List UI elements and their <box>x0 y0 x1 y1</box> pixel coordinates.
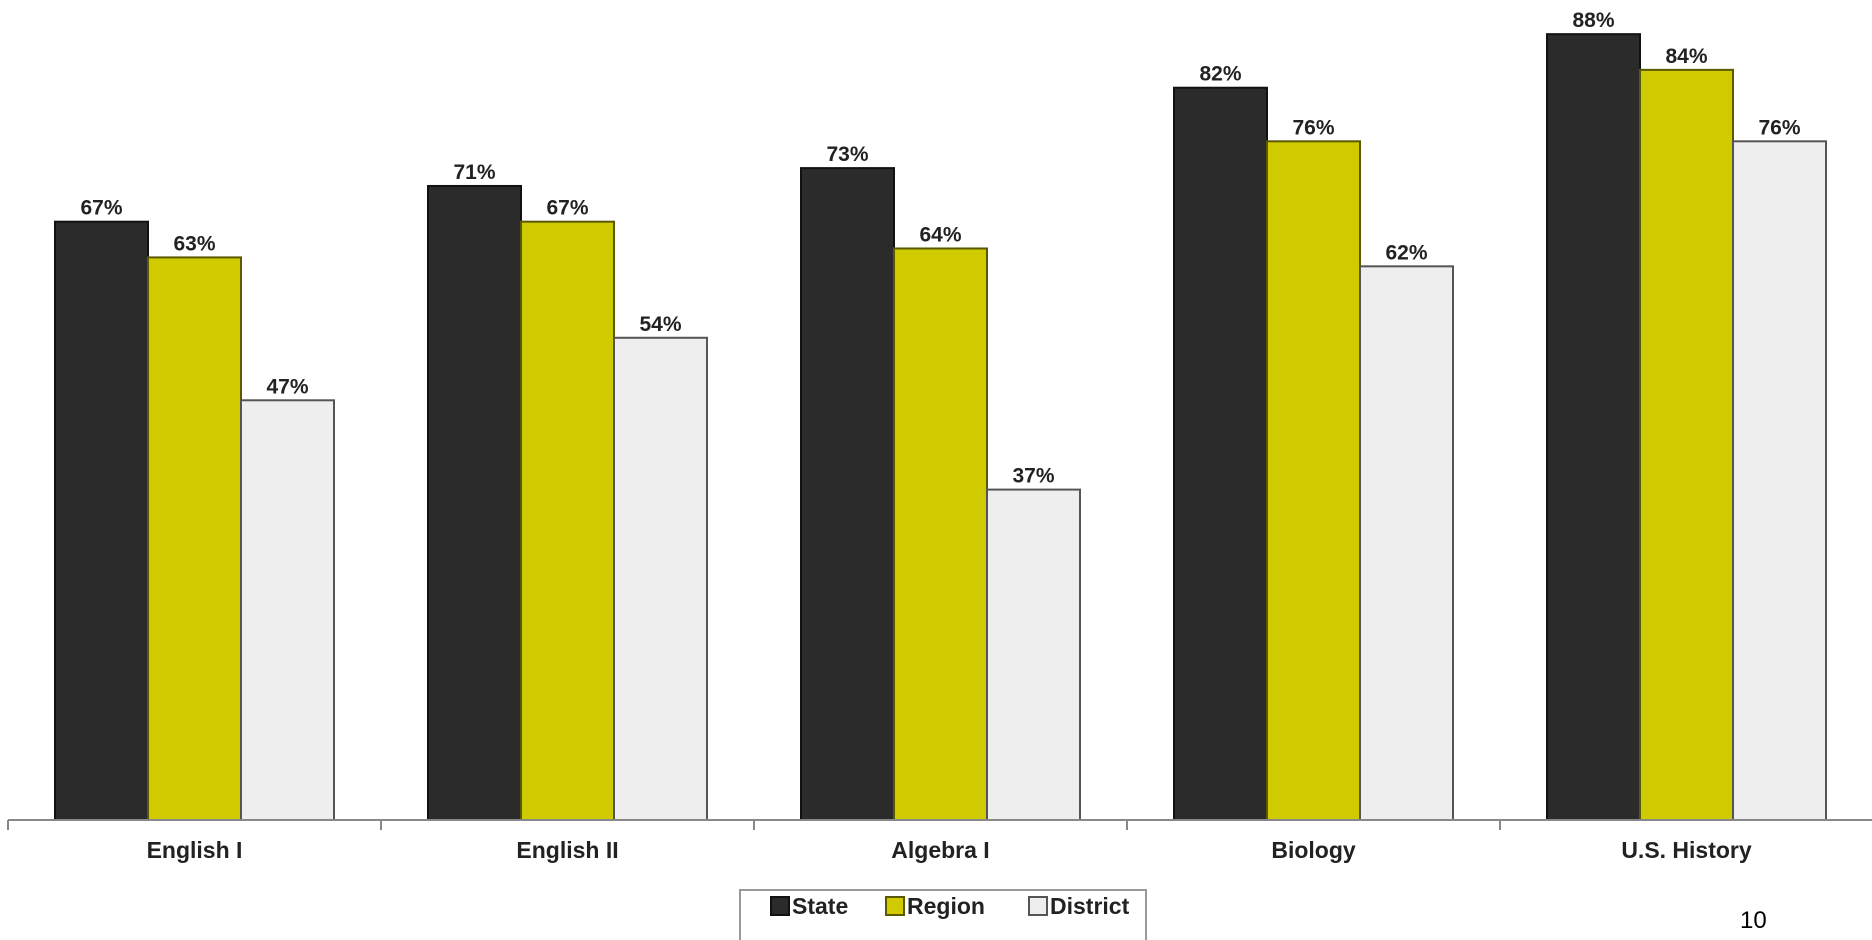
bar-state-0 <box>54 220 149 821</box>
bar-state-2 <box>800 167 895 822</box>
data-label-state-4: 88% <box>1572 9 1614 32</box>
page-number: 10 <box>1740 907 1767 934</box>
legend-label-district: District <box>1050 893 1130 919</box>
bar-district-0 <box>240 399 335 821</box>
bar-region-0 <box>147 256 242 822</box>
data-label-district-1: 54% <box>639 313 681 336</box>
category-label-1: English II <box>516 837 618 863</box>
bar-state-4 <box>1546 33 1641 822</box>
bar-state-3 <box>1173 86 1268 822</box>
bar-region-2 <box>893 247 988 822</box>
category-labels: English I English II Algebra I Biology U.S. … <box>147 837 1752 863</box>
category-label-2: Algebra I <box>891 837 989 863</box>
bar-district-4 <box>1732 140 1827 821</box>
data-labels-layer: 67% 63% 47% 71% 67% 54% 73% 64% 37% 82% 76% 62% 88% 8… <box>80 9 1800 487</box>
legend-label-region: Region <box>907 893 985 919</box>
bar-region-1 <box>520 220 615 821</box>
legend-swatch-district <box>1028 896 1048 916</box>
bar-district-2 <box>986 488 1081 821</box>
data-label-region-3: 76% <box>1292 116 1334 139</box>
bars-layer <box>54 33 1827 822</box>
data-label-district-2: 37% <box>1012 465 1054 488</box>
category-label-3: Biology <box>1271 837 1356 863</box>
legend: State Region District <box>739 889 1147 940</box>
bar-region-3 <box>1266 140 1361 821</box>
legend-label-state: State <box>792 893 848 919</box>
data-label-state-2: 73% <box>826 143 868 166</box>
bar-region-4 <box>1639 68 1734 821</box>
bar-district-1 <box>613 336 708 821</box>
data-label-state-3: 82% <box>1199 63 1241 86</box>
data-label-region-0: 63% <box>173 232 215 255</box>
legend-swatch-region <box>885 896 905 916</box>
data-label-district-3: 62% <box>1385 241 1427 264</box>
category-label-0: English I <box>147 837 243 863</box>
legend-border <box>739 889 1147 940</box>
data-label-state-1: 71% <box>453 161 495 184</box>
data-label-region-4: 84% <box>1665 45 1707 68</box>
category-label-4: U.S. History <box>1621 837 1752 863</box>
data-label-region-1: 67% <box>546 197 588 220</box>
x-axis-ticks <box>7 820 1501 830</box>
data-label-district-0: 47% <box>266 375 308 398</box>
data-label-region-2: 64% <box>919 223 961 246</box>
data-label-state-0: 67% <box>80 197 122 220</box>
data-label-district-4: 76% <box>1758 116 1800 139</box>
bar-district-3 <box>1359 265 1454 821</box>
legend-swatch-state <box>770 896 790 916</box>
bar-state-1 <box>427 184 522 822</box>
